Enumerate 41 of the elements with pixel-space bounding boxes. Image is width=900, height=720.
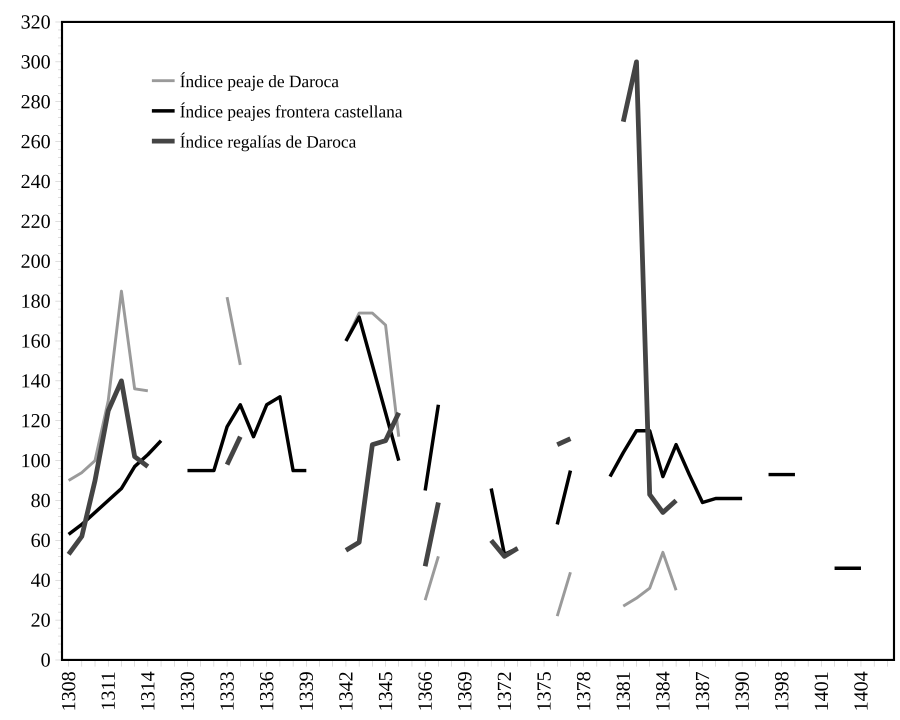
y-tick-label: 240 — [22, 174, 50, 188]
x-tick-label: 1366 — [418, 672, 432, 710]
x-tick-label: 1381 — [616, 672, 630, 710]
y-tick-label: 280 — [22, 94, 50, 108]
x-tick-label: 1404 — [854, 672, 868, 710]
legend-label: Índice peajes frontera castellana — [180, 102, 402, 122]
x-tick-label: 1369 — [458, 672, 472, 710]
x-tick-label: 1308 — [62, 672, 76, 710]
legend-label: Índice peaje de Daroca — [180, 72, 339, 91]
x-tick-label: 1372 — [498, 672, 512, 710]
y-tick-label: 220 — [22, 214, 50, 228]
x-tick-label: 1401 — [814, 672, 828, 710]
x-tick-label: 1345 — [378, 672, 392, 710]
y-tick-label: 300 — [22, 55, 50, 69]
y-tick-label: 260 — [22, 134, 50, 148]
y-tick-label: 120 — [22, 414, 50, 428]
y-tick-label: 160 — [22, 334, 50, 348]
x-tick-label: 1314 — [141, 672, 155, 710]
x-tick-label: 1311 — [102, 672, 115, 709]
x-tick-label: 1378 — [576, 672, 590, 710]
x-tick-label: 1375 — [537, 672, 551, 710]
y-tick-label: 60 — [31, 534, 50, 548]
x-tick-label: 1384 — [656, 672, 670, 710]
x-tick-label: 1333 — [220, 672, 234, 710]
x-tick-label: 1339 — [300, 672, 314, 710]
y-tick-label: 320 — [22, 15, 50, 29]
y-tick-label: 140 — [22, 374, 50, 388]
x-tick-label: 1336 — [260, 672, 274, 710]
x-tick-label: 1390 — [735, 672, 749, 710]
x-tick-label: 1342 — [339, 672, 353, 710]
y-tick-label: 20 — [32, 613, 50, 627]
x-tick-label: 1330 — [180, 672, 194, 710]
x-tick-label: 1398 — [774, 672, 788, 710]
y-tick-label: 40 — [31, 573, 50, 587]
y-tick-label: 100 — [22, 454, 50, 468]
y-tick-label: 180 — [22, 294, 50, 308]
y-tick-label: 200 — [22, 254, 50, 268]
x-tick-label: 1387 — [696, 672, 710, 710]
y-tick-label: 80 — [31, 494, 50, 508]
y-tick-label: 0 — [41, 653, 50, 667]
legend-label: Índice regalías de Daroca — [180, 132, 356, 152]
